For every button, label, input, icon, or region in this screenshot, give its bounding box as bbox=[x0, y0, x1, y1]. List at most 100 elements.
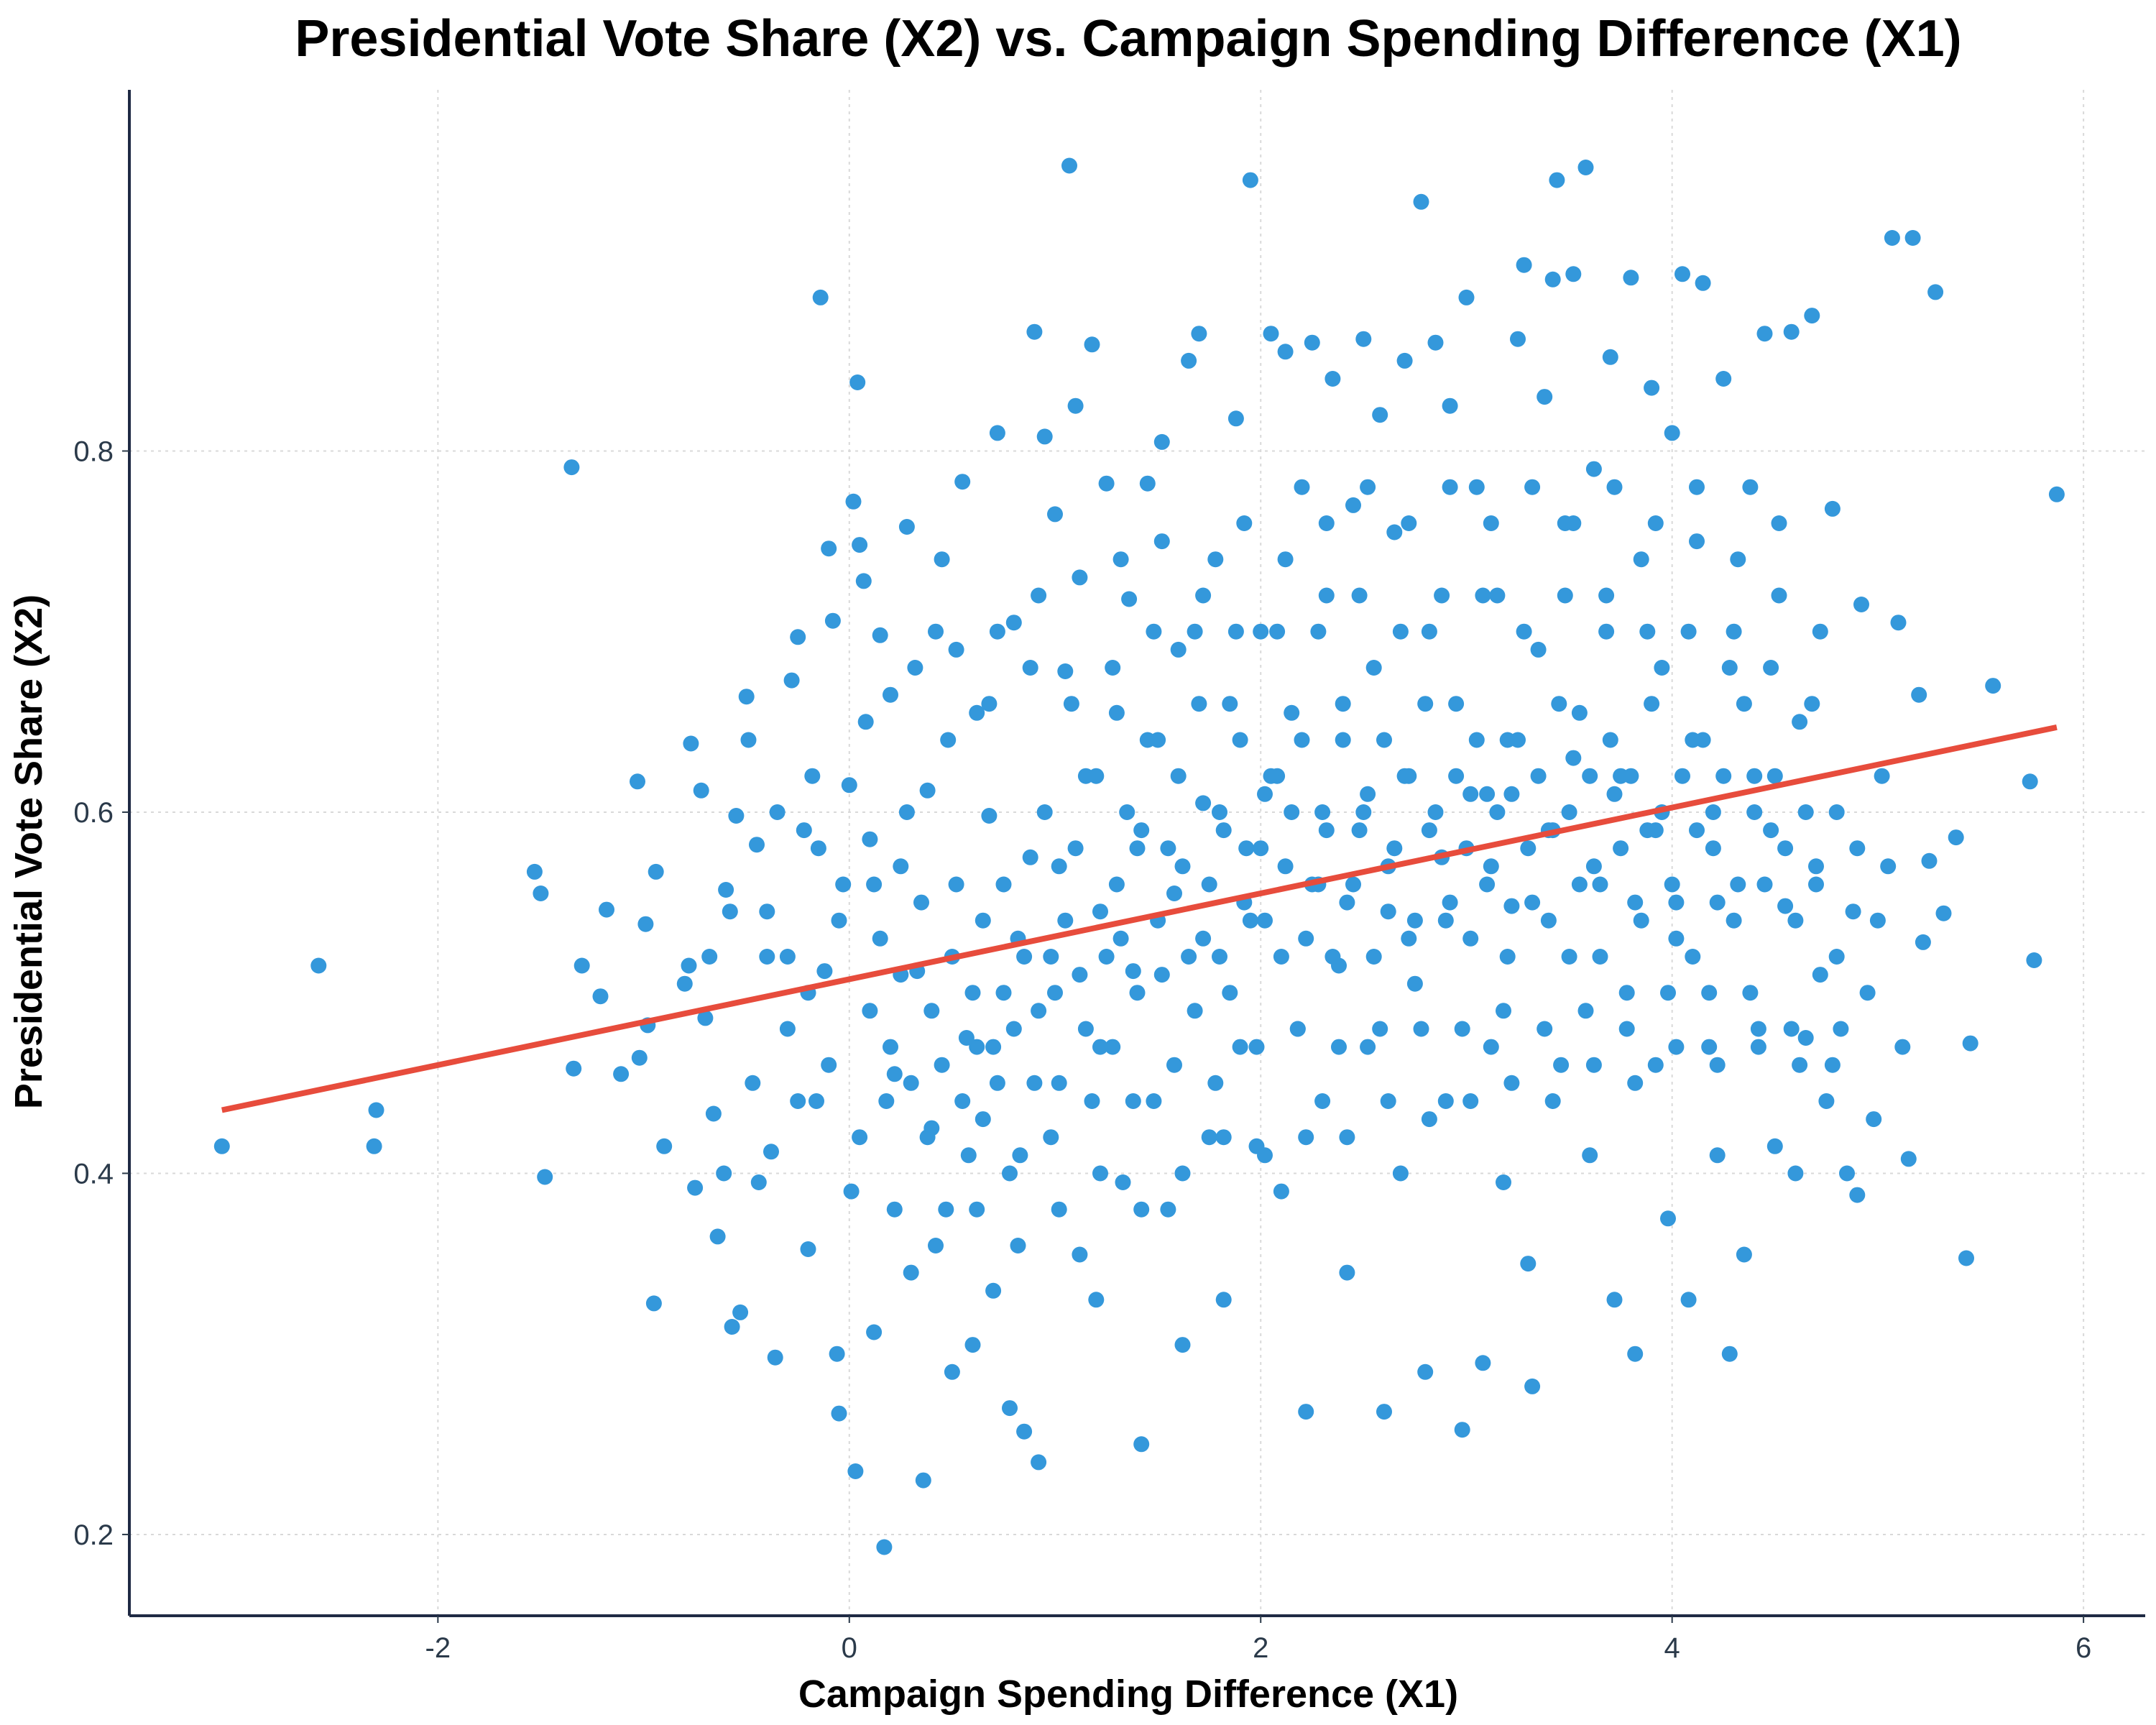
data-point bbox=[1828, 949, 1845, 965]
data-point bbox=[1242, 912, 1258, 929]
data-point bbox=[1592, 876, 1608, 893]
data-point bbox=[821, 540, 837, 557]
data-point bbox=[1112, 930, 1129, 947]
data-point bbox=[1660, 985, 1676, 1001]
data-point bbox=[1797, 804, 1814, 820]
data-point bbox=[1766, 768, 1783, 784]
data-point bbox=[1442, 894, 1458, 911]
data-point bbox=[1191, 696, 1207, 712]
data-point bbox=[1365, 660, 1382, 676]
data-point bbox=[1783, 323, 1800, 340]
data-point bbox=[1057, 663, 1074, 679]
data-point bbox=[1647, 822, 1664, 839]
data-point bbox=[985, 1282, 1002, 1299]
data-point bbox=[1022, 660, 1038, 676]
data-point bbox=[934, 551, 950, 568]
data-point bbox=[907, 660, 923, 676]
data-point bbox=[1153, 967, 1170, 983]
data-point bbox=[1660, 1210, 1676, 1227]
data-point bbox=[810, 840, 826, 857]
data-point bbox=[1812, 623, 1828, 640]
data-point bbox=[1756, 876, 1773, 893]
data-point bbox=[732, 1304, 749, 1320]
data-point bbox=[1406, 912, 1423, 929]
data-point bbox=[1222, 985, 1238, 1001]
data-point bbox=[969, 1039, 985, 1055]
data-point bbox=[1613, 840, 1629, 857]
data-point bbox=[1577, 160, 1594, 175]
data-point bbox=[1927, 284, 1944, 300]
data-point bbox=[1709, 1147, 1726, 1164]
data-point bbox=[1787, 1165, 1804, 1182]
data-point bbox=[779, 1021, 796, 1037]
y-tick-label: 0.6 bbox=[73, 797, 114, 829]
data-point bbox=[1479, 876, 1496, 893]
data-point bbox=[1406, 975, 1423, 992]
data-point bbox=[1421, 1111, 1437, 1128]
data-point bbox=[960, 1147, 977, 1164]
data-point bbox=[847, 1463, 864, 1479]
data-point bbox=[1129, 985, 1146, 1001]
data-point bbox=[866, 876, 883, 893]
data-point bbox=[1339, 1264, 1355, 1281]
data-point bbox=[954, 1093, 971, 1109]
data-point bbox=[1701, 1039, 1718, 1055]
data-point bbox=[915, 1472, 931, 1489]
data-point bbox=[1948, 829, 1964, 846]
data-point bbox=[750, 1174, 767, 1190]
data-point bbox=[1689, 479, 1705, 495]
data-point bbox=[831, 912, 847, 929]
data-point bbox=[1818, 1093, 1835, 1109]
data-point bbox=[1777, 898, 1794, 914]
data-point bbox=[1376, 732, 1392, 748]
data-point bbox=[964, 1337, 981, 1353]
data-point bbox=[1824, 500, 1841, 517]
data-point bbox=[1010, 1238, 1026, 1254]
data-point bbox=[1098, 475, 1115, 492]
data-point bbox=[1146, 623, 1162, 640]
data-point bbox=[1277, 858, 1294, 875]
data-point bbox=[1565, 750, 1582, 766]
data-point bbox=[1958, 1250, 1974, 1266]
data-point bbox=[1360, 786, 1376, 802]
data-point bbox=[1112, 551, 1129, 568]
data-point bbox=[872, 627, 888, 643]
data-point bbox=[1664, 425, 1680, 441]
data-point bbox=[1647, 1057, 1664, 1073]
data-point bbox=[1417, 1363, 1434, 1380]
data-point bbox=[1664, 876, 1680, 893]
data-point bbox=[790, 629, 806, 645]
data-point bbox=[1351, 587, 1368, 604]
data-point bbox=[1884, 230, 1900, 246]
data-point bbox=[759, 903, 775, 920]
data-point bbox=[1557, 587, 1573, 604]
x-tick-label: 0 bbox=[842, 1632, 857, 1664]
data-point bbox=[1585, 1057, 1602, 1073]
data-point bbox=[1314, 804, 1331, 820]
data-point bbox=[1133, 1436, 1150, 1453]
data-point bbox=[1355, 804, 1372, 820]
data-point bbox=[1489, 587, 1506, 604]
data-point bbox=[1921, 852, 1938, 869]
data-point bbox=[1644, 380, 1660, 396]
data-point bbox=[1680, 1292, 1697, 1308]
data-point bbox=[883, 686, 898, 703]
data-point bbox=[1195, 587, 1212, 604]
data-point bbox=[1427, 804, 1444, 820]
data-point bbox=[944, 1363, 960, 1380]
data-point bbox=[1448, 768, 1465, 784]
data-point bbox=[1598, 587, 1615, 604]
data-point bbox=[592, 988, 609, 1005]
data-point bbox=[1839, 1165, 1855, 1182]
data-point bbox=[1685, 949, 1701, 965]
data-point bbox=[1298, 930, 1314, 947]
data-point bbox=[563, 459, 580, 476]
data-point bbox=[824, 612, 841, 629]
data-point bbox=[1215, 1129, 1232, 1146]
data-point bbox=[1253, 840, 1269, 857]
data-point bbox=[1072, 569, 1088, 586]
data-point bbox=[989, 1075, 1005, 1091]
data-point bbox=[1606, 479, 1623, 495]
data-point bbox=[1043, 949, 1059, 965]
data-point bbox=[1139, 732, 1156, 748]
